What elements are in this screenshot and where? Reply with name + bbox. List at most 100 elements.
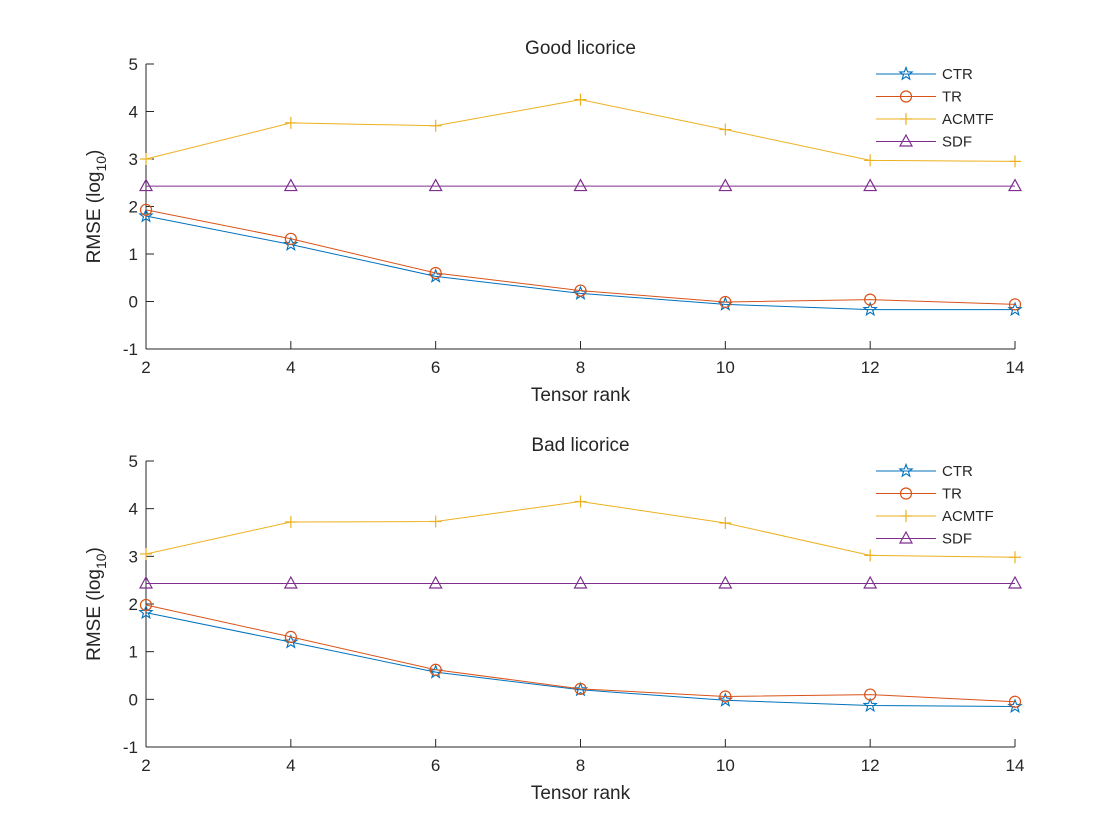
x-tick-label: 4 [286, 358, 295, 377]
x-tick-label: 6 [431, 756, 440, 775]
data-point-tr [429, 266, 442, 280]
data-point-acmtf [429, 515, 442, 528]
legend-marker [898, 462, 914, 478]
data-point-sdf [1007, 575, 1023, 589]
legend-item-tr: TR [876, 89, 962, 106]
x-tick-label: 10 [716, 358, 735, 377]
chart-title: Good licorice [525, 38, 636, 59]
y-tick-label: 0 [129, 293, 138, 312]
data-point-sdf [283, 178, 298, 192]
data-point-tr [1008, 695, 1022, 708]
legend-label: ACMTF [942, 111, 994, 128]
data-point-sdf [1007, 178, 1023, 192]
legend-item-ctr: CTR [876, 462, 973, 480]
y-tick-label: -1 [123, 738, 138, 757]
data-point-sdf [863, 178, 878, 192]
data-point-acmtf [574, 495, 587, 508]
x-tick-label: 14 [1006, 358, 1025, 377]
y-tick-label: 5 [129, 452, 138, 471]
data-point-tr [284, 232, 297, 245]
y-axis-label-main: RMSE (log [84, 569, 105, 661]
data-point-tr [864, 293, 877, 306]
legend-marker [898, 65, 914, 81]
data-point-sdf [718, 575, 733, 589]
x-tick-label: 6 [431, 358, 440, 377]
series-tr [139, 598, 1022, 708]
x-tick-label: 8 [576, 756, 585, 775]
series-ctr [138, 207, 1023, 317]
data-point-sdf [283, 575, 298, 589]
legend: CTR TR ACMTF SDF [876, 462, 994, 548]
data-point-sdf [863, 575, 878, 589]
y-axis-label: RMSE (log10) [84, 547, 109, 661]
data-point-acmtf [1009, 155, 1021, 168]
x-tick-label: 10 [716, 756, 735, 775]
legend-label: SDF [942, 531, 972, 548]
data-point-acmtf [140, 547, 152, 560]
y-tick-label: 2 [129, 595, 138, 614]
x-axis-label: Tensor rank [531, 385, 631, 406]
data-point-tr [574, 284, 587, 297]
y-tick-label: 5 [129, 55, 138, 74]
x-tick-label: 8 [576, 358, 585, 377]
y-tick-label: 0 [129, 690, 138, 709]
data-point-sdf [428, 178, 443, 192]
y-tick-label: 3 [129, 150, 138, 169]
legend-item-acmtf: ACMTF [876, 111, 994, 128]
data-point-tr [1008, 298, 1022, 311]
legend-item-ctr: CTR [876, 65, 973, 83]
data-point-sdf [428, 575, 443, 589]
x-axis-label: Tensor rank [531, 783, 631, 804]
data-point-tr [719, 690, 732, 703]
legend-item-acmtf: ACMTF [876, 508, 994, 525]
series-sdf [138, 178, 1023, 192]
y-tick-label: 4 [129, 500, 138, 519]
data-point-sdf [138, 178, 154, 192]
legend-marker [898, 530, 914, 544]
data-point-tr [719, 295, 732, 309]
x-tick-label: 4 [286, 756, 295, 775]
chart-title: Bad licorice [531, 435, 629, 456]
data-point-sdf [573, 575, 588, 589]
data-point-acmtf [719, 516, 732, 529]
data-point-acmtf [429, 119, 442, 132]
legend-marker [900, 113, 912, 125]
legend-label: ACMTF [942, 508, 994, 525]
data-point-acmtf [1009, 551, 1021, 564]
data-point-tr [574, 682, 587, 695]
y-axis-label-main: RMSE (log [84, 172, 105, 264]
data-point-tr [284, 630, 297, 643]
legend-label: SDF [942, 134, 972, 151]
data-point-ctr [572, 285, 589, 300]
x-tick-label: 12 [861, 756, 880, 775]
data-point-acmtf [864, 154, 877, 167]
y-tick-label: -1 [123, 340, 138, 359]
data-point-ctr [862, 301, 878, 317]
data-point-acmtf [574, 93, 587, 106]
legend-label: TR [942, 486, 962, 503]
y-tick-label: 1 [129, 245, 138, 264]
y-axis-label-subscript: 10 [93, 553, 109, 569]
y-tick-label: 2 [129, 198, 138, 217]
data-point-ctr [138, 604, 154, 620]
y-axis-label-close: ) [84, 150, 105, 156]
series-acmtf [140, 495, 1021, 564]
legend-item-sdf: SDF [876, 531, 972, 548]
x-tick-label: 2 [141, 358, 150, 377]
data-point-sdf [573, 178, 588, 192]
data-point-tr [139, 203, 153, 216]
series-line-tr [145, 604, 1016, 703]
legend-item-tr: TR [876, 486, 962, 503]
data-point-sdf [138, 575, 154, 589]
legend-marker [898, 133, 914, 147]
legend-marker [899, 90, 913, 103]
legend-marker [900, 510, 912, 522]
y-axis-label-close: ) [84, 547, 105, 553]
data-point-tr [139, 598, 153, 612]
x-tick-label: 14 [1006, 756, 1025, 775]
x-tick-label: 2 [141, 756, 150, 775]
legend-item-sdf: SDF [876, 134, 972, 151]
data-point-ctr [138, 207, 154, 223]
